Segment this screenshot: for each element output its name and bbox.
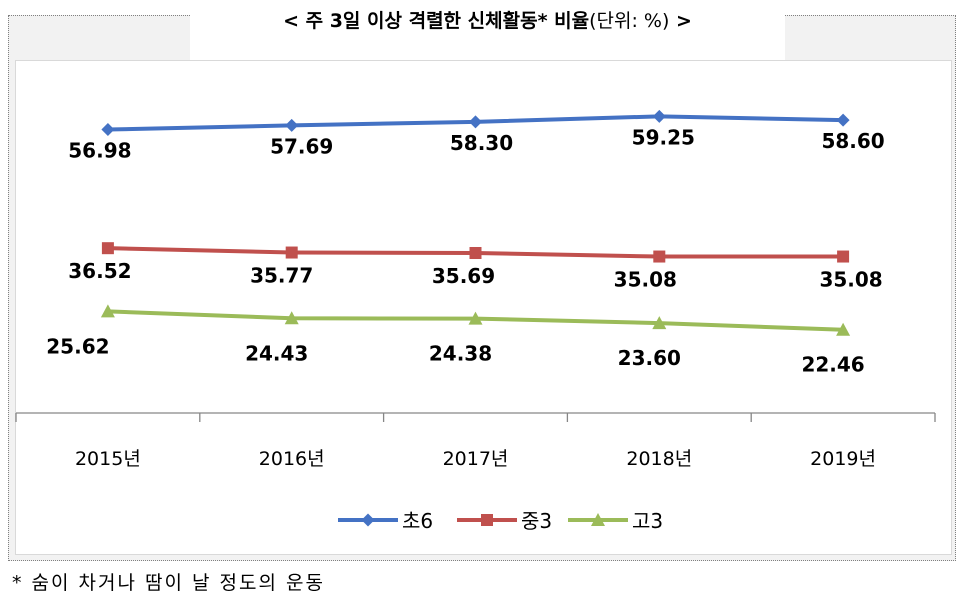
title-unit: (단위: %)	[589, 10, 670, 32]
title-prefix: <	[283, 10, 299, 32]
x-tick-label: 2017년	[443, 448, 509, 470]
data-label-middle: 35.08	[819, 268, 882, 292]
data-label-elem: 58.30	[450, 131, 513, 155]
data-label-high: 24.38	[429, 342, 492, 366]
title-main: 주 3일 이상 격렬한 신체활동	[305, 10, 538, 32]
legend-entry-label: 중3	[521, 509, 552, 533]
data-label-elem: 57.69	[270, 134, 333, 158]
data-point-elem	[285, 118, 299, 132]
title-suffix: >	[676, 10, 692, 32]
data-point-high	[652, 316, 667, 330]
data-point-middle	[469, 246, 482, 259]
footnote: * 숨이 차거나 땀이 날 정도의 운동	[12, 572, 325, 594]
data-point-elem	[652, 109, 666, 123]
x-tick-label: 2016년	[259, 448, 325, 470]
data-point-middle	[285, 246, 298, 259]
x-tick-label: 2015년	[75, 448, 141, 470]
title-rate: 비율	[554, 10, 590, 32]
data-label-middle: 35.77	[250, 264, 313, 288]
data-label-middle: 36.52	[68, 259, 131, 283]
data-label-high: 25.62	[46, 334, 109, 358]
data-point-middle	[101, 242, 114, 255]
data-label-middle: 35.69	[432, 264, 495, 288]
title-box: < 주 3일 이상 격렬한 신체활동* 비율(단위: %) >	[190, 2, 785, 60]
legend-swatch-marker	[591, 513, 605, 526]
legend-entry-label: 초6	[402, 509, 433, 533]
legend-swatch-marker	[361, 513, 375, 527]
legend-entry-label: 고3	[632, 509, 663, 533]
data-point-high	[836, 322, 851, 336]
data-point-high	[284, 311, 299, 325]
data-point-high	[468, 311, 483, 325]
data-label-high: 23.60	[618, 346, 681, 370]
data-point-elem	[469, 115, 482, 129]
data-label-high: 22.46	[801, 353, 864, 377]
data-label-elem: 59.25	[632, 125, 695, 149]
data-label-elem: 56.98	[68, 139, 131, 163]
data-label-high: 24.43	[245, 341, 308, 365]
legend-swatch-marker	[481, 514, 493, 526]
data-point-high	[100, 304, 115, 318]
plot-area	[15, 60, 952, 555]
data-point-middle	[653, 250, 666, 263]
data-point-elem	[101, 123, 115, 137]
x-tick-label: 2019년	[810, 448, 876, 470]
data-point-middle	[837, 250, 850, 263]
data-label-middle: 35.08	[614, 268, 677, 292]
data-label-elem: 58.60	[821, 129, 884, 153]
chart-title: < 주 3일 이상 격렬한 신체활동* 비율(단위: %) >	[190, 6, 785, 33]
x-tick-label: 2018년	[626, 448, 692, 470]
data-point-elem	[836, 113, 850, 127]
title-asterisk: *	[537, 10, 548, 32]
